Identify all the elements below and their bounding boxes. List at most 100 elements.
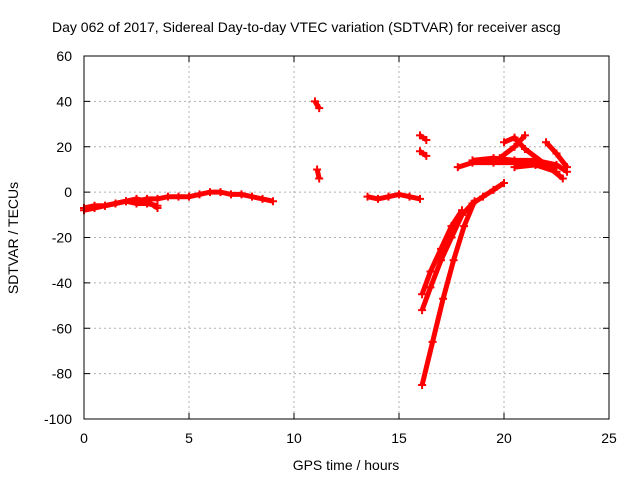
data-layer (80, 97, 571, 389)
x-tick-label: 0 (80, 430, 88, 446)
tick-layer: 0 5 10 15 20 25 -100 -80 -60 -40 -20 0 20 40 60 (44, 48, 617, 446)
series-arc-8 (416, 147, 431, 160)
series-arc-4 (311, 97, 324, 113)
data-point (315, 104, 324, 113)
data-point (552, 149, 561, 158)
data-point (449, 256, 458, 265)
y-tick-label: 40 (56, 93, 72, 109)
data-point (418, 290, 427, 299)
series-arc-5 (313, 165, 324, 183)
data-point (132, 197, 141, 206)
data-point (143, 194, 151, 203)
grid-layer (84, 56, 609, 419)
data-point (418, 306, 427, 315)
data-point (384, 192, 393, 201)
data-point (495, 154, 504, 163)
data-point (395, 190, 403, 199)
data-point (500, 179, 508, 188)
data-point (195, 190, 204, 199)
data-point (453, 163, 462, 172)
series-line (419, 200, 477, 386)
x-axis-label: GPS time / hours (293, 457, 400, 473)
data-point (248, 192, 256, 201)
series-arc-9 (418, 197, 479, 389)
data-point (416, 147, 424, 156)
data-point (542, 138, 550, 147)
data-point (510, 142, 519, 151)
data-point (460, 222, 469, 231)
y-tick-label: 60 (56, 48, 72, 64)
data-point (405, 192, 414, 201)
data-point (153, 204, 162, 213)
y-tick-label: -80 (52, 366, 72, 382)
data-point (206, 188, 214, 197)
data-point (363, 192, 372, 201)
data-point (422, 135, 431, 144)
x-tick-label: 10 (286, 430, 302, 446)
data-point (428, 337, 437, 346)
data-point (426, 267, 435, 276)
y-tick-label: 20 (56, 139, 72, 155)
data-point (311, 97, 319, 106)
series-arc-11 (418, 206, 466, 299)
data-point (174, 192, 183, 201)
data-point (227, 190, 235, 199)
data-point (90, 201, 99, 210)
chart-title: Day 062 of 2017, Sidereal Day-to-day VTE… (52, 19, 561, 35)
y-tick-label: -40 (52, 275, 72, 291)
series-arc-10 (418, 179, 508, 315)
series-arc-7 (416, 131, 431, 144)
data-point (458, 206, 466, 215)
data-point (416, 131, 424, 140)
data-point (531, 160, 540, 169)
data-point (269, 197, 277, 206)
data-point (374, 194, 382, 203)
data-point (563, 163, 571, 172)
data-point (122, 197, 130, 206)
y-axis-label: SDTVAR / TECUs (5, 182, 21, 294)
data-point (510, 163, 519, 172)
series-arc-16 (510, 160, 561, 176)
series-arc-17 (542, 138, 571, 172)
y-tick-label: 0 (64, 184, 72, 200)
data-point (500, 138, 508, 147)
y-tick-label: -100 (44, 411, 72, 427)
data-point (111, 199, 120, 208)
data-point (258, 194, 267, 203)
data-point (422, 151, 431, 160)
data-point (510, 133, 519, 142)
data-point (558, 174, 567, 183)
data-point (521, 145, 529, 154)
x-tick-label: 25 (601, 430, 617, 446)
data-point (313, 165, 322, 174)
data-point (468, 156, 477, 165)
data-point (510, 156, 519, 165)
series-arc-15 (495, 131, 529, 163)
data-point (216, 188, 225, 197)
x-tick-label: 20 (496, 430, 512, 446)
data-point (521, 131, 529, 140)
data-point (489, 185, 498, 194)
y-tick-label: -60 (52, 320, 72, 336)
data-point (468, 199, 477, 208)
y-tick-label: -20 (52, 230, 72, 246)
series-arc-6 (363, 190, 424, 203)
series-line (419, 180, 506, 311)
data-point (185, 192, 193, 201)
data-point (153, 194, 162, 203)
data-point (416, 194, 424, 203)
x-tick-label: 15 (391, 430, 407, 446)
data-point (426, 283, 435, 292)
data-point (237, 190, 246, 199)
data-point (315, 174, 324, 183)
data-point (552, 167, 561, 176)
data-point (552, 160, 561, 169)
data-point (447, 222, 456, 231)
data-point (101, 201, 109, 210)
data-point (437, 244, 445, 253)
data-point (418, 380, 427, 389)
series-arc-3 (132, 188, 277, 206)
x-tick-label: 5 (185, 430, 193, 446)
data-point (164, 192, 172, 201)
